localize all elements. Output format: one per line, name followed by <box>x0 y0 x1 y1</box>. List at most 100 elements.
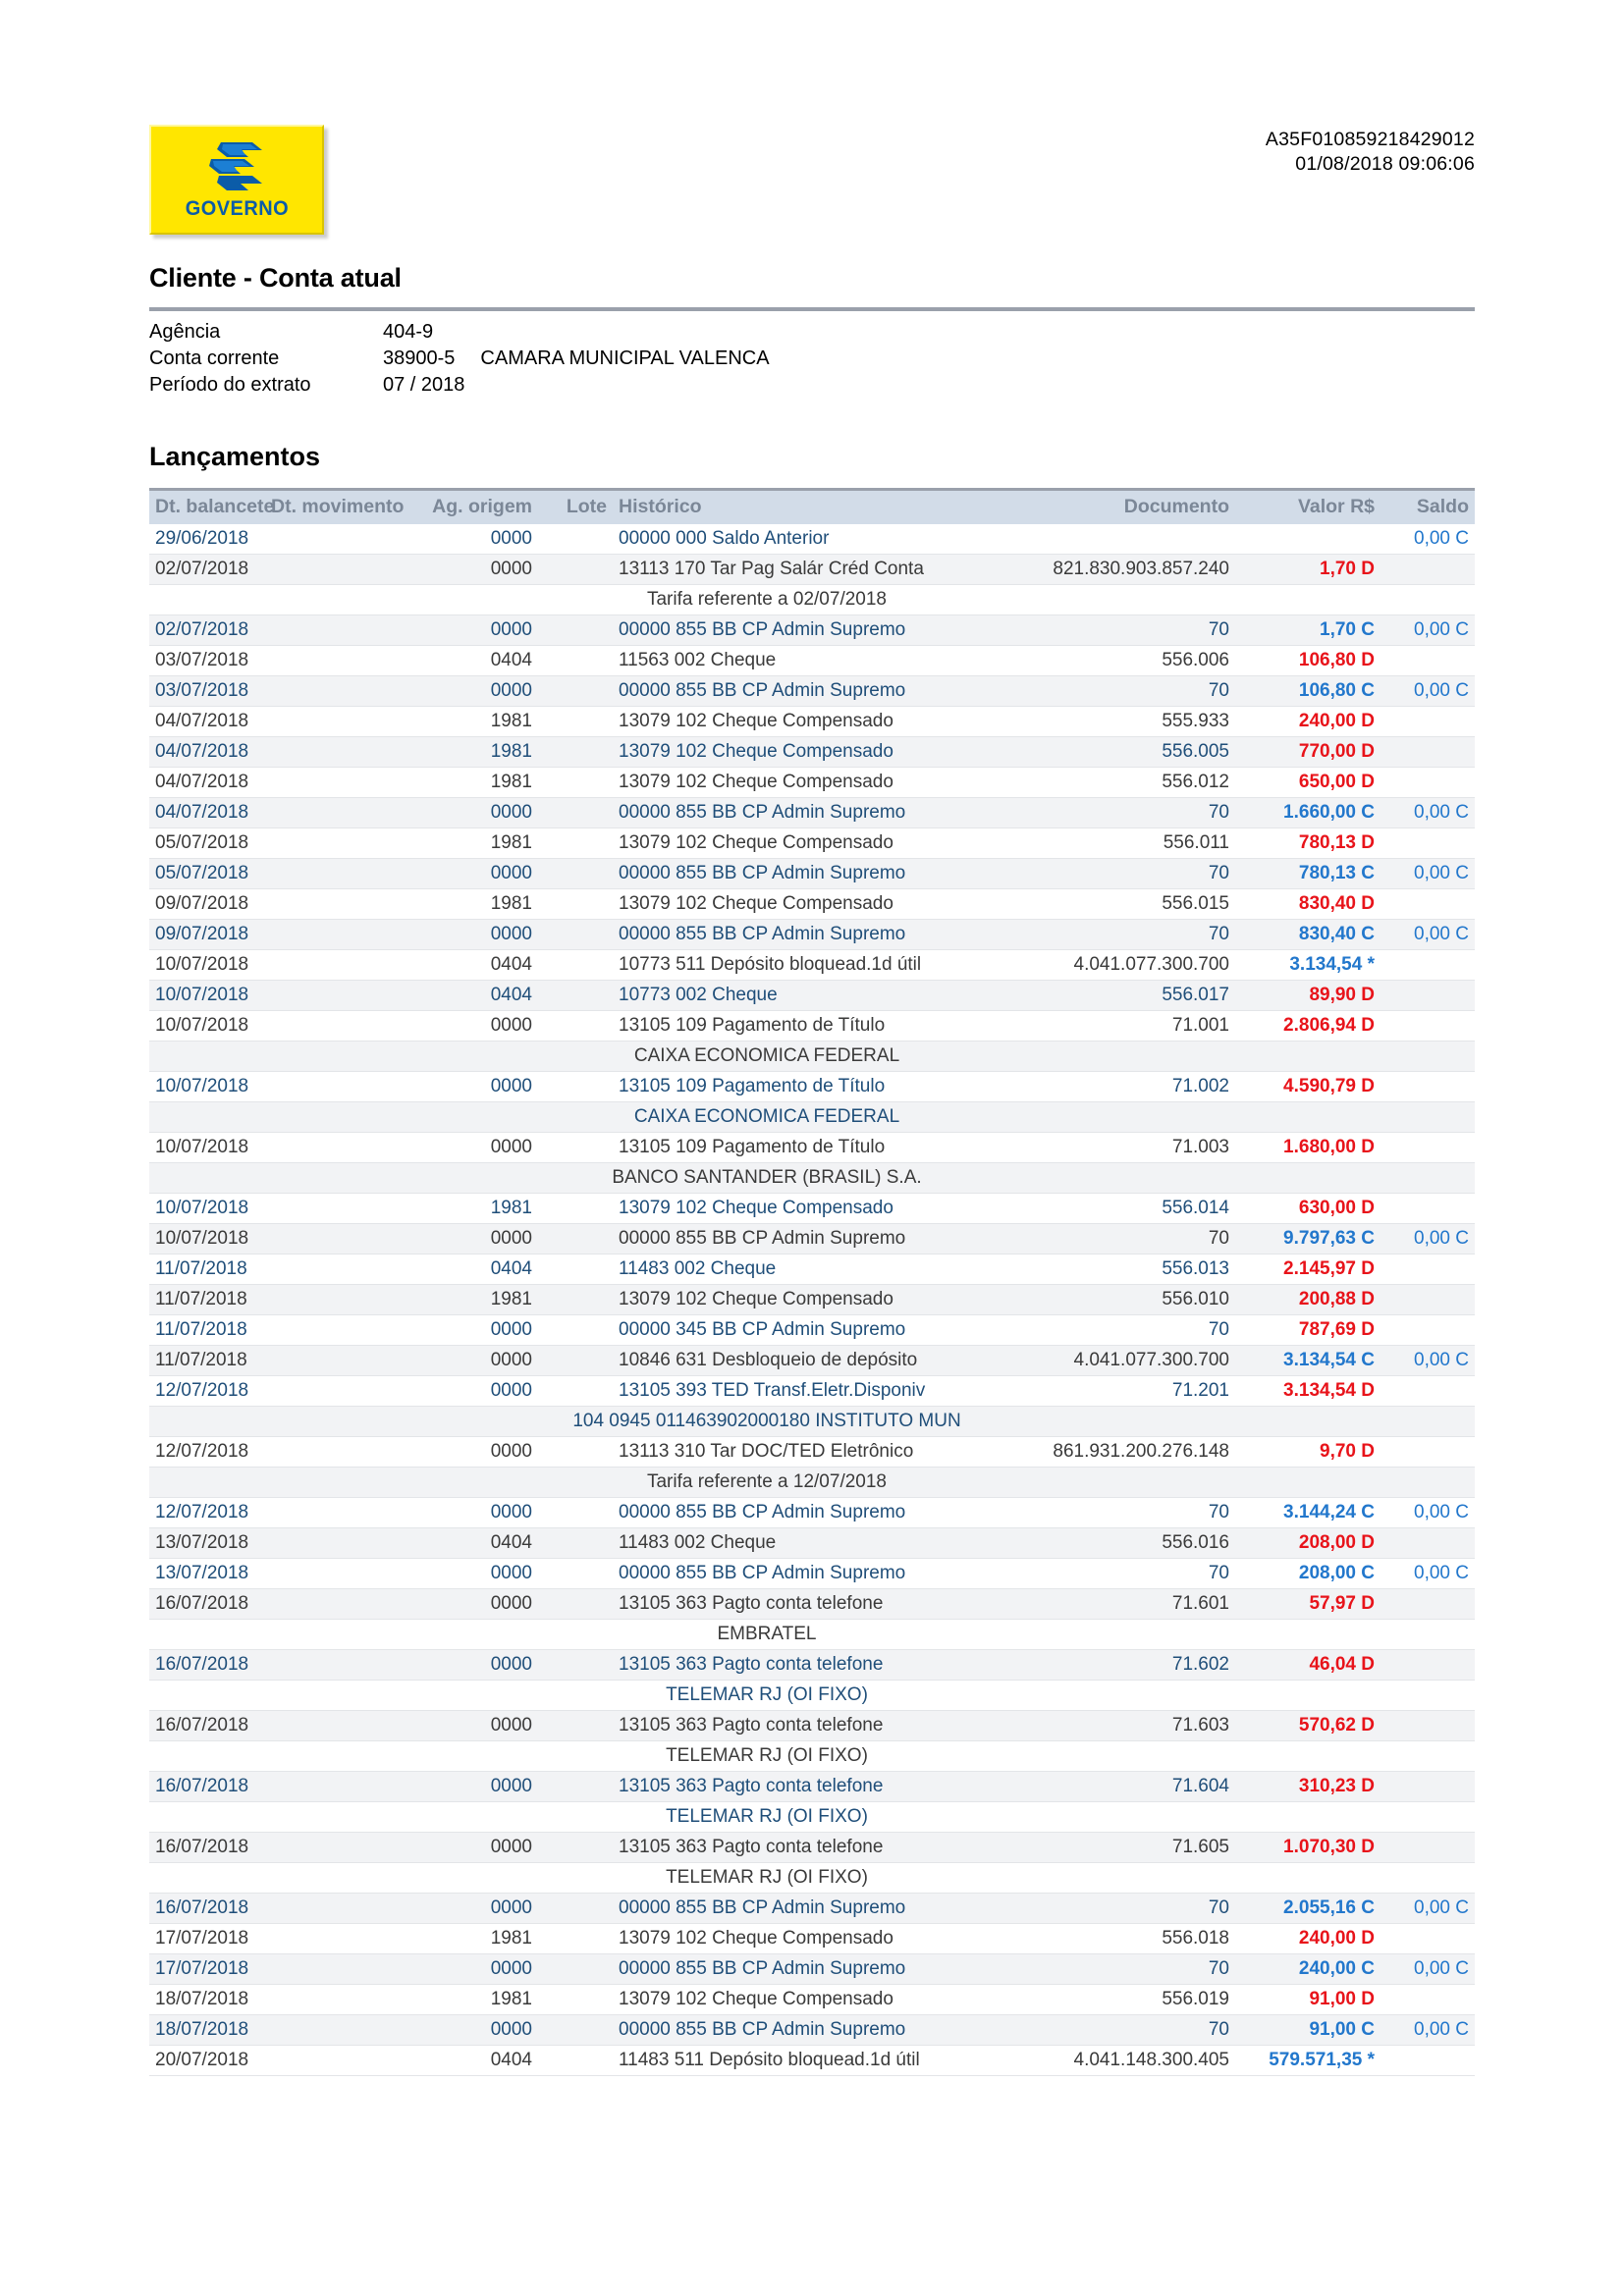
cell-ag-origem: 0404 <box>422 980 538 1011</box>
cell-ag-origem: 0404 <box>422 949 538 981</box>
cell-balancete: 16/07/2018 <box>149 1588 265 1620</box>
cell-valor: 787,69 D <box>1235 1314 1380 1346</box>
cell-historico: 13105 109 Pagamento de Título <box>613 1071 1029 1102</box>
valor-amount: 57,97 D <box>1309 1593 1375 1614</box>
extra-agencia <box>480 319 769 346</box>
cell-historico: 11483 511 Depósito bloquead.1d útil <box>613 2045 1029 2076</box>
cell-balancete: 12/07/2018 <box>149 1375 265 1407</box>
saldo-amount: 0,00 C <box>1414 619 1469 640</box>
cell-lote <box>538 1254 613 1285</box>
cell-historico: 13105 363 Pagto conta telefone <box>613 1832 1029 1863</box>
cell-saldo: 0,00 C <box>1380 1953 1475 1985</box>
valor-amount: 106,80 C <box>1298 680 1375 701</box>
cell-movimento <box>265 1375 422 1407</box>
cell-lote <box>538 1375 613 1407</box>
ledger-subrow: TELEMAR RJ (OI FIXO) <box>149 1801 1475 1833</box>
valor-amount: 2.145,97 D <box>1283 1258 1375 1279</box>
cell-historico: 13105 393 TED Transf.Eletr.Disponiv <box>613 1375 1029 1407</box>
cell-saldo <box>1380 1254 1475 1285</box>
cell-ag-origem: 1981 <box>422 767 538 798</box>
cell-saldo <box>1380 1375 1475 1407</box>
cell-documento: 4.041.077.300.700 <box>1029 1345 1235 1376</box>
cell-valor: 240,00 D <box>1235 1923 1380 1954</box>
cell-historico: 13079 102 Cheque Compensado <box>613 888 1029 920</box>
cell-documento: 821.830.903.857.240 <box>1029 554 1235 585</box>
valor-amount: 3.144,24 C <box>1283 1502 1375 1522</box>
cell-balancete: 09/07/2018 <box>149 919 265 950</box>
cell-valor: 46,04 D <box>1235 1649 1380 1681</box>
cell-documento: 556.017 <box>1029 980 1235 1011</box>
table-row: 10/07/2018 0000 13105 109 Pagamento de Tít… <box>149 1132 1475 1163</box>
cell-lote <box>538 1771 613 1802</box>
table-row: 04/07/2018 1981 13079 102 Cheque Compensad… <box>149 736 1475 768</box>
table-row: 12/07/2018 0000 13113 310 Tar DOC/TED Elet… <box>149 1436 1475 1468</box>
cell-balancete: 10/07/2018 <box>149 1223 265 1255</box>
cell-ag-origem: 1981 <box>422 828 538 859</box>
cell-historico: 13079 102 Cheque Compensado <box>613 1284 1029 1315</box>
saldo-amount: 0,00 C <box>1414 802 1469 823</box>
cell-lote <box>538 1649 613 1681</box>
cell-saldo: 0,00 C <box>1380 2014 1475 2046</box>
cell-documento: 556.015 <box>1029 888 1235 920</box>
cell-historico: 13079 102 Cheque Compensado <box>613 828 1029 859</box>
cell-ag-origem: 0000 <box>422 1558 538 1589</box>
valor-amount: 830,40 C <box>1298 924 1375 944</box>
cell-historico: 13105 109 Pagamento de Título <box>613 1132 1029 1163</box>
cell-lote <box>538 1893 613 1924</box>
valor-amount: 46,04 D <box>1309 1654 1375 1675</box>
ledger-subrow-description: TELEMAR RJ (OI FIXO) <box>149 1801 1475 1833</box>
cell-ag-origem: 0000 <box>422 1710 538 1741</box>
cell-balancete: 16/07/2018 <box>149 1649 265 1681</box>
table-row: 16/07/2018 0000 13105 363 Pagto conta tele… <box>149 1588 1475 1620</box>
saldo-amount: 0,00 C <box>1414 2019 1469 2040</box>
cell-movimento <box>265 1071 422 1102</box>
cell-valor: 780,13 C <box>1235 858 1380 889</box>
cell-balancete: 04/07/2018 <box>149 706 265 737</box>
cell-historico: 13105 363 Pagto conta telefone <box>613 1588 1029 1620</box>
valor-amount: 570,62 D <box>1298 1715 1375 1735</box>
cell-movimento <box>265 1953 422 1985</box>
cell-balancete: 17/07/2018 <box>149 1923 265 1954</box>
cell-ag-origem: 1981 <box>422 888 538 920</box>
cell-historico: 13105 109 Pagamento de Título <box>613 1010 1029 1041</box>
col-header-documento: Documento <box>1029 488 1235 524</box>
table-row: 11/07/2018 0000 10846 631 Desbloqueio de d… <box>149 1345 1475 1376</box>
cell-lote <box>538 2014 613 2046</box>
cell-valor: 1,70 C <box>1235 614 1380 646</box>
cell-documento: 70 <box>1029 614 1235 646</box>
cell-valor: 780,13 D <box>1235 828 1380 859</box>
table-row: 05/07/2018 0000 00000 855 BB CP Admin Supr… <box>149 858 1475 889</box>
cell-valor: 630,00 D <box>1235 1193 1380 1224</box>
saldo-amount: 0,00 C <box>1414 863 1469 883</box>
cell-movimento <box>265 1527 422 1559</box>
cell-ag-origem: 1981 <box>422 736 538 768</box>
cell-balancete: 16/07/2018 <box>149 1710 265 1741</box>
cell-saldo: 0,00 C <box>1380 1558 1475 1589</box>
cell-saldo <box>1380 1984 1475 2015</box>
cell-saldo <box>1380 1436 1475 1468</box>
cell-balancete: 18/07/2018 <box>149 1984 265 2015</box>
cell-ag-origem: 0000 <box>422 1071 538 1102</box>
valor-amount: 579.571,35 * <box>1269 2050 1375 2070</box>
table-row: 04/07/2018 0000 00000 855 BB CP Admin Supr… <box>149 797 1475 828</box>
col-header-movimento: Dt. movimento <box>265 488 422 524</box>
cell-lote <box>538 1010 613 1041</box>
cell-historico: 00000 855 BB CP Admin Supremo <box>613 1953 1029 1985</box>
cell-documento: 70 <box>1029 797 1235 828</box>
cell-lote <box>538 1071 613 1102</box>
cell-lote <box>538 1314 613 1346</box>
saldo-amount: 0,00 C <box>1414 1228 1469 1249</box>
cell-historico: 13079 102 Cheque Compensado <box>613 706 1029 737</box>
valor-amount: 3.134,54 C <box>1283 1350 1375 1370</box>
saldo-amount: 0,00 C <box>1414 1350 1469 1370</box>
cell-lote <box>538 1345 613 1376</box>
cell-movimento <box>265 675 422 707</box>
table-row: 10/07/2018 0000 00000 855 BB CP Admin Supr… <box>149 1223 1475 1255</box>
cell-documento: 71.604 <box>1029 1771 1235 1802</box>
value-periodo: 07 / 2018 <box>383 374 465 396</box>
cell-lote <box>538 1223 613 1255</box>
cell-movimento <box>265 1254 422 1285</box>
table-row: 20/07/2018 0404 11483 511 Depósito bloquea… <box>149 2045 1475 2076</box>
table-row: 11/07/2018 0404 11483 002 Cheque 556.013 2.1… <box>149 1254 1475 1285</box>
cell-balancete: 11/07/2018 <box>149 1254 265 1285</box>
